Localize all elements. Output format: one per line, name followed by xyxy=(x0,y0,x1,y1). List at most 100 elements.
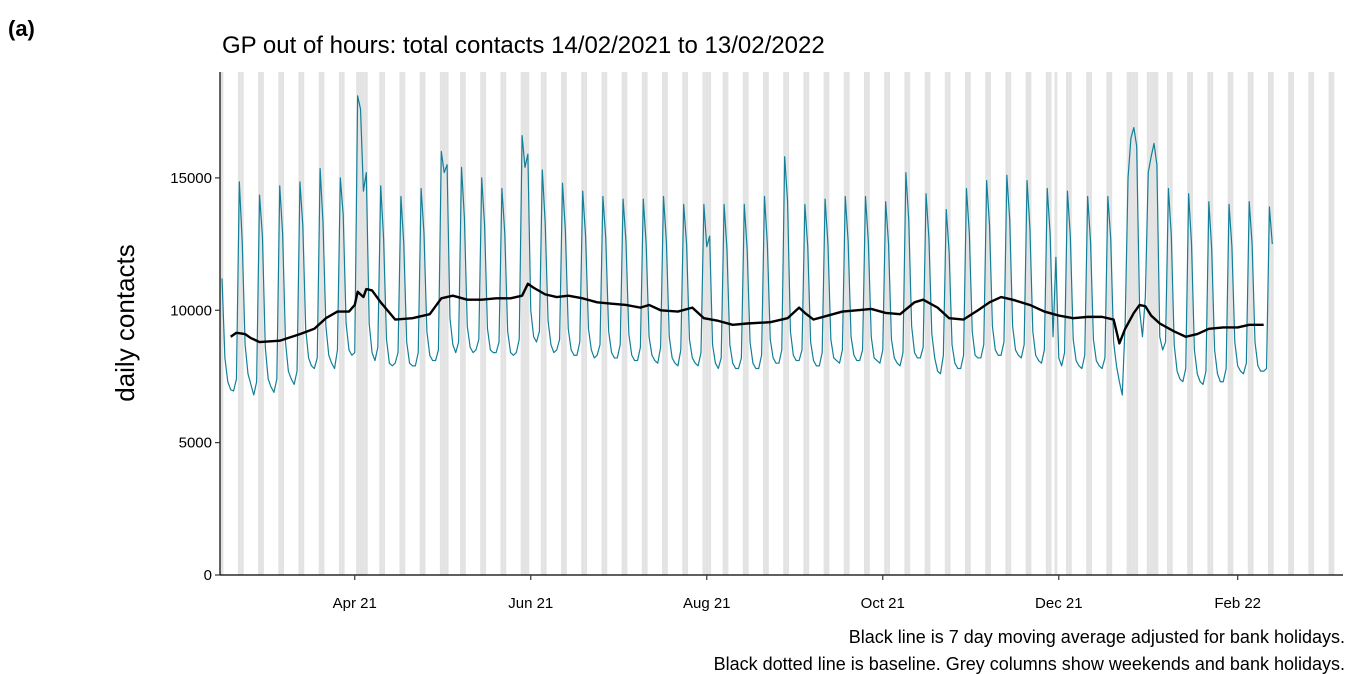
weekend-column xyxy=(1288,72,1292,575)
weekend-column xyxy=(644,72,648,575)
weekend-column xyxy=(1086,72,1090,575)
weekend-column xyxy=(1308,72,1312,575)
weekend-column xyxy=(1247,72,1251,575)
weekend-column xyxy=(1207,72,1211,575)
weekend-column xyxy=(1166,72,1170,575)
weekend-column xyxy=(664,72,668,575)
weekend-column xyxy=(543,72,547,575)
x-tick-label: Apr 21 xyxy=(333,595,377,612)
weekend-column xyxy=(682,72,686,575)
weekend-column xyxy=(278,72,282,575)
y-axis-label: daily contacts xyxy=(110,244,140,402)
weekend-column xyxy=(520,72,524,575)
weekend-column xyxy=(341,72,345,575)
weekend-column xyxy=(967,72,971,575)
weekend-column xyxy=(364,72,368,575)
weekend-column xyxy=(1135,72,1139,575)
weekend-column xyxy=(240,72,244,575)
weekend-column xyxy=(359,72,362,575)
weekend-column xyxy=(947,72,951,575)
weekend-column xyxy=(1068,72,1072,575)
weekend-column xyxy=(1066,72,1069,575)
weekend-column xyxy=(1025,72,1029,575)
weekend-column xyxy=(581,72,585,575)
weekend-column xyxy=(705,72,709,575)
weekend-column xyxy=(1331,72,1335,575)
chart-title: GP out of hours: total contacts 14/02/20… xyxy=(222,32,825,59)
weekend-column xyxy=(1155,72,1159,575)
weekend-column xyxy=(1210,72,1214,575)
weekend-column xyxy=(480,72,484,575)
weekend-column xyxy=(1190,72,1193,575)
weekend-column xyxy=(624,72,628,575)
weekend-column xyxy=(1028,72,1032,575)
x-tick-label: Jun 21 xyxy=(508,595,553,612)
weekend-column xyxy=(1227,72,1231,575)
weekend-column xyxy=(907,72,911,575)
weekend-column xyxy=(708,72,712,575)
x-tick-label: Dec 21 xyxy=(1035,595,1083,612)
weekend-column xyxy=(462,72,466,575)
weekend-column xyxy=(1311,72,1315,575)
weekend-column xyxy=(604,72,608,575)
weekend-column xyxy=(1291,72,1294,575)
moving-average-line xyxy=(229,282,1264,345)
weekend-column xyxy=(561,72,564,575)
weekend-column xyxy=(1005,72,1009,575)
weekend-column xyxy=(356,72,360,575)
weekend-column xyxy=(944,72,948,575)
weekend-column xyxy=(445,72,449,575)
daily-line xyxy=(221,95,1273,396)
weekend-column xyxy=(1169,72,1173,575)
weekend-column xyxy=(988,72,991,575)
weekend-column xyxy=(1187,72,1191,575)
weekend-column xyxy=(866,72,870,575)
weekend-column xyxy=(1250,72,1254,575)
weekend-column xyxy=(563,72,567,575)
weekend-column xyxy=(1152,72,1156,575)
weekend-column xyxy=(281,72,285,575)
weekend-column xyxy=(826,72,830,575)
weekend-column xyxy=(382,72,386,575)
weekend-column xyxy=(685,72,689,575)
weekend-column xyxy=(584,72,588,575)
weekend-column xyxy=(1328,72,1332,575)
weekend-column xyxy=(1045,72,1049,575)
weekend-column xyxy=(887,72,890,575)
x-tick-label: Feb 22 xyxy=(1214,595,1261,612)
x-tick-label: Oct 21 xyxy=(861,595,905,612)
weekend-column xyxy=(786,72,790,575)
note: Black dotted line is baseline. Grey colu… xyxy=(714,654,1345,674)
plot-area: 0 5000 10000 15000 Apr 21 Jun 21 Aug 21 Oct 21 D… xyxy=(170,72,1343,612)
weekend-column xyxy=(260,72,264,575)
weekend-column xyxy=(399,72,403,575)
weekend-column xyxy=(904,72,908,575)
weekend-column xyxy=(442,72,446,575)
weekend-column xyxy=(460,72,463,575)
weekend-column xyxy=(864,72,867,575)
weekend-column xyxy=(220,72,224,575)
weekend-column xyxy=(483,72,487,575)
weekend-column xyxy=(298,72,302,575)
weekend-column xyxy=(1270,72,1274,575)
weekend-column xyxy=(500,72,504,575)
weekend-column xyxy=(523,72,527,575)
weekend-column xyxy=(1048,72,1052,575)
weekend-column xyxy=(1132,72,1136,575)
weekend-column xyxy=(321,72,325,575)
y-tick-label: 0 xyxy=(204,567,212,584)
weekend-column xyxy=(361,72,365,575)
weekend-column xyxy=(1149,72,1153,575)
weekend-column xyxy=(1146,72,1150,575)
weekend-column xyxy=(641,72,645,575)
weekend-column xyxy=(503,72,507,575)
weekend-column xyxy=(1054,72,1058,575)
weekend-column xyxy=(1230,72,1234,575)
weekend-column xyxy=(338,72,342,575)
weekend-column xyxy=(540,72,544,575)
weekend-column xyxy=(526,72,530,575)
weekend-column xyxy=(237,72,241,575)
weekend-column xyxy=(985,72,989,575)
